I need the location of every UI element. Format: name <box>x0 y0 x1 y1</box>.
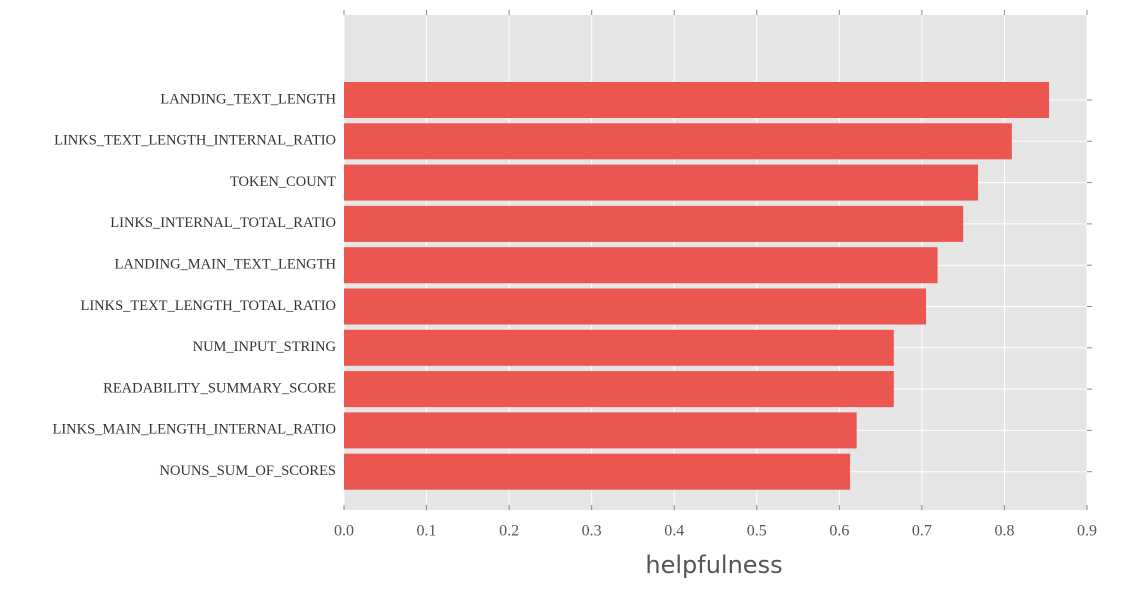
x-tick-label: 0.1 <box>417 523 437 540</box>
bars: LANDING_TEXT_LENGTH LINKS_TEXT_LENGTH_INT… <box>52 82 1050 490</box>
x-tick-label: 0.8 <box>994 523 1014 540</box>
y-tick-label: LANDING_MAIN_TEXT_LENGTH <box>115 257 337 273</box>
bar <box>344 288 927 325</box>
y-tick-label: LINKS_MAIN_LENGTH_INTERNAL_RATIO <box>52 422 336 438</box>
y-tick-label: TOKEN_COUNT <box>230 174 336 190</box>
x-axis-label: helpfulness <box>645 551 782 579</box>
x-tick-label: 0.0 <box>334 523 354 540</box>
bar <box>344 371 894 408</box>
x-tick-label: 0.7 <box>912 523 932 540</box>
bar <box>344 453 851 490</box>
y-tick-label: READABILITY_SUMMARY_SCORE <box>103 380 336 396</box>
bar <box>344 205 964 242</box>
x-tick-label: 0.2 <box>499 523 519 540</box>
y-tick-label: LINKS_TEXT_LENGTH_TOTAL_RATIO <box>80 298 336 314</box>
x-tick-label: 0.4 <box>664 523 684 540</box>
bar <box>344 123 1012 160</box>
bar <box>344 164 979 201</box>
x-tick-label: 0.9 <box>1077 523 1097 540</box>
bar <box>344 329 894 366</box>
bar <box>344 412 857 449</box>
x-tick-label: 0.5 <box>747 523 767 540</box>
y-tick-label: LINKS_TEXT_LENGTH_INTERNAL_RATIO <box>54 133 336 149</box>
y-tick-label: LINKS_INTERNAL_TOTAL_RATIO <box>110 215 336 231</box>
bar <box>344 247 938 284</box>
bar <box>344 82 1050 118</box>
y-tick-label: NOUNS_SUM_OF_SCORES <box>160 463 336 479</box>
y-tick-label: NUM_INPUT_STRING <box>193 339 337 355</box>
x-tick-label: 0.6 <box>829 523 849 540</box>
y-tick-label: LANDING_TEXT_LENGTH <box>160 91 336 107</box>
x-tick-label: 0.3 <box>582 523 602 540</box>
